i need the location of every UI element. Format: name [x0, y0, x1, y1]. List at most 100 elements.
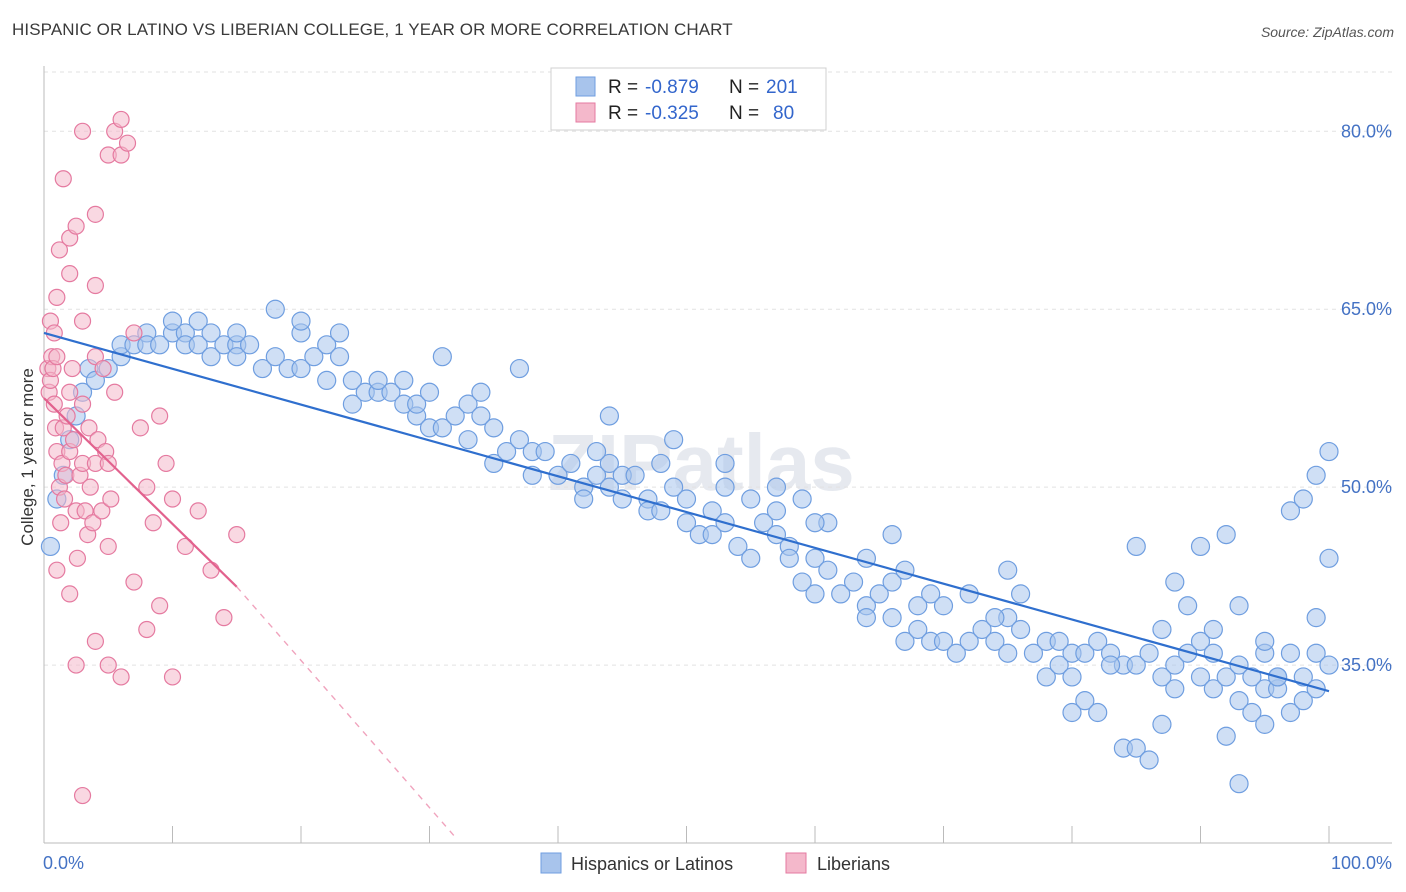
liberian-point-58	[138, 478, 156, 496]
liberian-point-69	[151, 597, 169, 615]
liberian-point-28	[81, 478, 99, 496]
liberian-point-13	[55, 490, 74, 508]
legend-n-label-2: N =	[729, 103, 759, 124]
hispanic-point-92	[792, 489, 812, 509]
hispanic-point-98	[843, 572, 864, 592]
hispanic-point-82	[715, 477, 735, 497]
hispanic-point-121	[1036, 667, 1056, 687]
hispanic-point-176	[664, 430, 684, 450]
chart-title: HISPANIC OR LATINO VS LIBERIAN COLLEGE, …	[12, 20, 733, 39]
liberian-point-15	[58, 407, 76, 425]
hispanic-point-75	[664, 477, 684, 497]
hispanic-point-35	[329, 323, 350, 343]
liberian-point-45	[73, 312, 92, 330]
hispanic-point-103	[882, 608, 902, 628]
liberian-points	[39, 110, 246, 805]
hispanic-point-175	[1319, 548, 1339, 568]
hispanic-point-43	[394, 370, 414, 390]
legend-swatch-hispanic	[575, 76, 596, 97]
hispanic-point-50	[458, 430, 478, 450]
liberian-point-53	[118, 134, 137, 152]
hispanic-point-174	[1319, 441, 1339, 462]
bottom-legend-swatch-hispanic	[540, 852, 562, 874]
liberian-point-64	[189, 502, 207, 520]
liberian-point-60	[151, 407, 169, 425]
liberian-point-66	[215, 609, 233, 627]
hispanic-point-118	[1010, 619, 1031, 640]
hispanic-point-19	[188, 335, 208, 355]
liberian-point-67	[228, 525, 246, 544]
liberian-point-72	[99, 656, 117, 674]
hispanic-point-90	[779, 548, 799, 568]
liberian-point-36	[99, 537, 117, 556]
hispanic-point-184	[586, 441, 607, 462]
hispanic-point-166	[1165, 572, 1185, 592]
liberian-point-27	[80, 419, 98, 437]
hispanic-point-114	[972, 619, 992, 640]
hispanic-point-183	[162, 311, 183, 331]
hispanic-point-120	[1023, 643, 1044, 663]
hispanic-point-52	[471, 382, 491, 402]
hispanic-point-84	[741, 548, 761, 568]
liberian-point-75	[86, 632, 105, 650]
hispanic-point-172	[1293, 489, 1313, 509]
liberian-point-44	[67, 217, 85, 235]
liberian-point-51	[73, 122, 92, 140]
hispanic-point-24	[227, 347, 247, 367]
hispanic-point-194	[1229, 774, 1249, 794]
y-tick-label-3: 80.0%	[1341, 121, 1392, 141]
hispanic-point-115	[985, 631, 1005, 651]
hispanic-points	[40, 299, 1339, 794]
liberian-point-59	[144, 514, 162, 532]
hispanic-point-93	[805, 584, 825, 604]
liberian-point-78	[61, 585, 79, 603]
hispanic-point-127	[1075, 643, 1095, 663]
hispanic-point-45	[407, 394, 427, 414]
hispanic-point-137	[1152, 667, 1172, 687]
hispanic-point-133	[1126, 738, 1146, 758]
hispanic-point-173	[1306, 465, 1326, 485]
liberian-point-18	[63, 359, 81, 378]
hispanic-point-187	[805, 513, 825, 533]
hispanic-point-28	[265, 347, 285, 367]
hispanic-point-163	[882, 524, 902, 545]
hispanic-point-128	[1088, 702, 1108, 723]
liberian-trend-line	[43, 397, 238, 588]
hispanic-point-111	[946, 643, 966, 663]
hispanic-point-34	[317, 335, 337, 355]
hispanic-point-171	[1280, 501, 1301, 521]
hispanic-point-73	[651, 453, 671, 474]
y-tick-label-2: 65.0%	[1341, 299, 1392, 319]
liberian-point-73	[112, 668, 130, 686]
liberian-point-61	[157, 454, 175, 473]
liberian-point-19	[64, 431, 83, 449]
grid-lines	[44, 71, 1392, 666]
legend-n-value-2: 80	[773, 103, 794, 124]
hispanic-point-113	[959, 584, 979, 604]
hispanic-point-162	[1319, 655, 1339, 675]
hispanic-point-159	[1293, 667, 1313, 687]
liberian-point-37	[99, 454, 117, 473]
hispanic-point-178	[509, 358, 530, 379]
liberian-point-34	[94, 359, 112, 378]
hispanic-point-51	[458, 394, 478, 414]
hispanic-point-36	[329, 347, 350, 367]
liberian-point-62	[163, 490, 182, 508]
hispanic-point-32	[304, 347, 324, 367]
liberian-point-74	[73, 786, 92, 805]
hispanic-point-126	[1075, 691, 1095, 711]
hispanic-point-129	[1088, 631, 1108, 651]
hispanic-point-102	[882, 572, 902, 592]
hispanic-point-33	[317, 370, 337, 390]
hispanic-point-200	[1062, 702, 1082, 723]
liberian-point-17	[61, 383, 79, 401]
hispanic-point-185	[715, 453, 735, 474]
hispanic-point-107	[908, 596, 928, 616]
liberian-point-33	[93, 502, 111, 520]
liberian-point-32	[89, 431, 107, 449]
hispanic-point-65	[586, 465, 607, 485]
hispanic-point-136	[1152, 619, 1172, 640]
hispanic-trend-line	[43, 331, 1330, 693]
hispanic-point-189	[921, 584, 941, 604]
liberian-point-31	[86, 348, 105, 366]
